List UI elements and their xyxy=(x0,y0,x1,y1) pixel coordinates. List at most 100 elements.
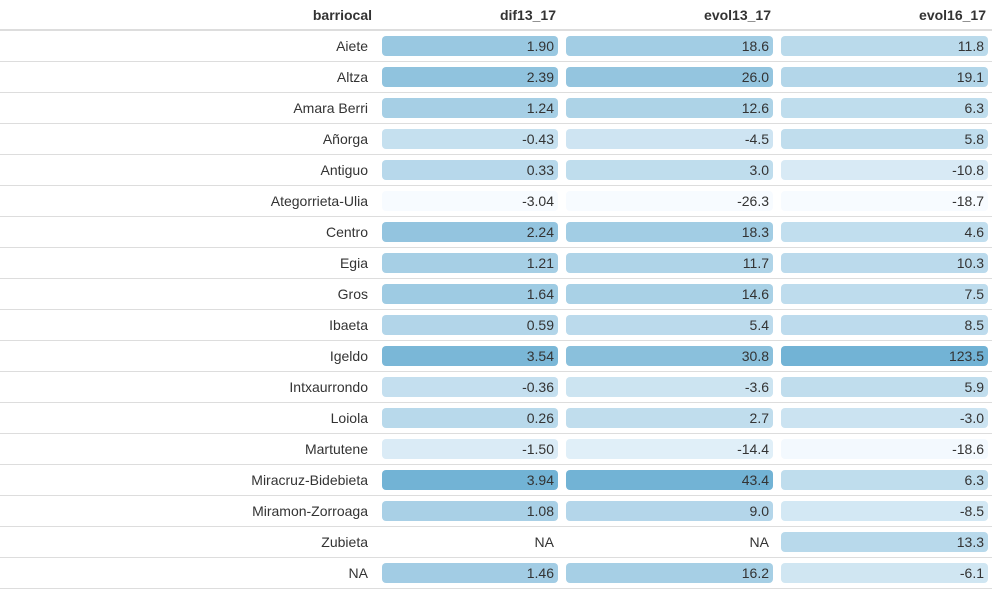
cell-color-bar xyxy=(382,160,558,180)
table-row: Igeldo 3.54 30.8 123.5 xyxy=(0,341,992,372)
cell-evol16-17: 4.6 xyxy=(777,217,992,247)
cell-evol13-17: 43.4 xyxy=(562,465,777,495)
cell-color-bar xyxy=(781,408,988,428)
cell-value: 13.3 xyxy=(956,534,984,550)
cell-color-bar xyxy=(382,98,558,118)
cell-evol16-17: 123.5 xyxy=(777,341,992,371)
cell-evol16-17: 6.3 xyxy=(777,93,992,123)
cell-value: -8.5 xyxy=(959,503,984,519)
cell-color-bar xyxy=(781,36,988,56)
cell-evol13-17: 30.8 xyxy=(562,341,777,371)
cell-evol13-17: 2.7 xyxy=(562,403,777,433)
cell-value: 18.6 xyxy=(741,38,769,54)
cell-evol16-17: 13.3 xyxy=(777,527,992,557)
cell-evol13-17: 26.0 xyxy=(562,62,777,92)
cell-value: 0.33 xyxy=(526,162,554,178)
cell-value: 3.0 xyxy=(749,162,769,178)
table-row: Ibaeta 0.59 5.4 8.5 xyxy=(0,310,992,341)
cell-evol13-17: 3.0 xyxy=(562,155,777,185)
header-dif13-17[interactable]: dif13_17 xyxy=(499,6,556,23)
cell-evol16-17: 7.5 xyxy=(777,279,992,309)
table-body: Aiete 1.90 18.6 11.8 Altza 2.39 26.0 19.1 Amara … xyxy=(0,31,992,589)
cell-color-bar xyxy=(781,160,988,180)
cell-color-bar xyxy=(781,377,988,397)
cell-value: -10.8 xyxy=(952,162,984,178)
cell-color-bar xyxy=(566,36,773,56)
cell-evol16-17: 11.8 xyxy=(777,31,992,61)
cell-value: -0.36 xyxy=(522,379,554,395)
cell-color-bar xyxy=(781,346,988,366)
cell-evol13-17: -3.6 xyxy=(562,372,777,402)
cell-color-bar xyxy=(382,501,558,521)
cell-value: -18.6 xyxy=(952,441,984,457)
table-row: Martutene -1.50 -14.4 -18.6 xyxy=(0,434,992,465)
cell-color-bar xyxy=(382,67,558,87)
cell-evol16-17: 10.3 xyxy=(777,248,992,278)
cell-evol13-17: 12.6 xyxy=(562,93,777,123)
cell-color-bar xyxy=(382,470,558,490)
cell-barriocal: Ategorrieta-Ulia xyxy=(270,193,368,209)
cell-color-bar xyxy=(781,191,988,211)
cell-evol16-17: 5.9 xyxy=(777,372,992,402)
header-evol16-17[interactable]: evol16_17 xyxy=(919,6,986,23)
cell-dif13-17: 3.94 xyxy=(378,465,562,495)
cell-value: 12.6 xyxy=(741,100,769,116)
header-evol13-17[interactable]: evol13_17 xyxy=(704,6,771,23)
cell-barriocal: Gros xyxy=(337,286,368,302)
cell-barriocal: Egia xyxy=(339,255,368,271)
cell-value: -26.3 xyxy=(737,193,769,209)
cell-color-bar xyxy=(382,408,558,428)
table-row: Zubieta NA NA 13.3 xyxy=(0,527,992,558)
cell-value: 14.6 xyxy=(741,286,769,302)
cell-dif13-17: -0.36 xyxy=(378,372,562,402)
cell-evol13-17: 18.3 xyxy=(562,217,777,247)
cell-value: 2.7 xyxy=(749,410,769,426)
cell-value: NA xyxy=(749,534,769,550)
cell-barriocal: Loiola xyxy=(330,410,368,426)
cell-evol13-17: 5.4 xyxy=(562,310,777,340)
table-row: Altza 2.39 26.0 19.1 xyxy=(0,62,992,93)
cell-color-bar xyxy=(566,377,773,397)
cell-value: 43.4 xyxy=(741,472,769,488)
header-barriocal[interactable]: barriocal xyxy=(312,6,372,23)
cell-value: 4.6 xyxy=(964,224,984,240)
cell-color-bar xyxy=(566,67,773,87)
cell-dif13-17: 1.21 xyxy=(378,248,562,278)
cell-value: 11.7 xyxy=(742,255,769,271)
cell-value: 7.5 xyxy=(964,286,984,302)
cell-value: -0.43 xyxy=(522,131,554,147)
cell-dif13-17: -0.43 xyxy=(378,124,562,154)
cell-dif13-17: 1.24 xyxy=(378,93,562,123)
cell-barriocal: Altza xyxy=(336,69,368,85)
cell-value: -1.50 xyxy=(522,441,554,457)
cell-color-bar xyxy=(566,191,773,211)
cell-value: -3.04 xyxy=(522,193,554,209)
cell-color-bar xyxy=(781,470,988,490)
cell-evol13-17: 18.6 xyxy=(562,31,777,61)
cell-dif13-17: 3.54 xyxy=(378,341,562,371)
cell-value: -4.5 xyxy=(744,131,769,147)
cell-value: -3.0 xyxy=(959,410,984,426)
cell-barriocal: Miracruz-Bidebieta xyxy=(251,472,368,488)
cell-value: 16.2 xyxy=(741,565,769,581)
cell-color-bar xyxy=(781,501,988,521)
cell-evol13-17: -26.3 xyxy=(562,186,777,216)
cell-color-bar xyxy=(382,222,558,242)
table-row: Centro 2.24 18.3 4.6 xyxy=(0,217,992,248)
cell-evol13-17: -4.5 xyxy=(562,124,777,154)
cell-value: 8.5 xyxy=(964,317,984,333)
cell-value: 1.21 xyxy=(526,255,554,271)
cell-color-bar xyxy=(382,377,558,397)
table-row: Añorga -0.43 -4.5 5.8 xyxy=(0,124,992,155)
cell-dif13-17: 2.39 xyxy=(378,62,562,92)
cell-dif13-17: -3.04 xyxy=(378,186,562,216)
cell-evol16-17: -18.6 xyxy=(777,434,992,464)
cell-value: 1.64 xyxy=(526,286,554,302)
cell-color-bar xyxy=(566,160,773,180)
cell-evol13-17: 11.7 xyxy=(562,248,777,278)
cell-color-bar xyxy=(781,222,988,242)
cell-value: 30.8 xyxy=(741,348,769,364)
cell-dif13-17: NA xyxy=(378,527,562,557)
cell-value: 19.1 xyxy=(956,69,984,85)
